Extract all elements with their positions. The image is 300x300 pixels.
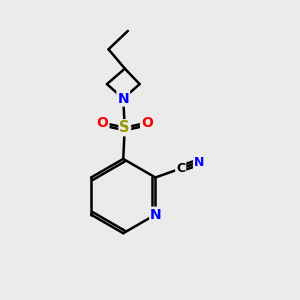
- Text: N: N: [150, 208, 162, 222]
- Text: N: N: [194, 155, 204, 169]
- Text: O: O: [97, 116, 108, 130]
- Text: N: N: [117, 92, 129, 106]
- Text: C: C: [176, 162, 185, 175]
- Text: O: O: [141, 116, 153, 130]
- Text: S: S: [119, 120, 130, 135]
